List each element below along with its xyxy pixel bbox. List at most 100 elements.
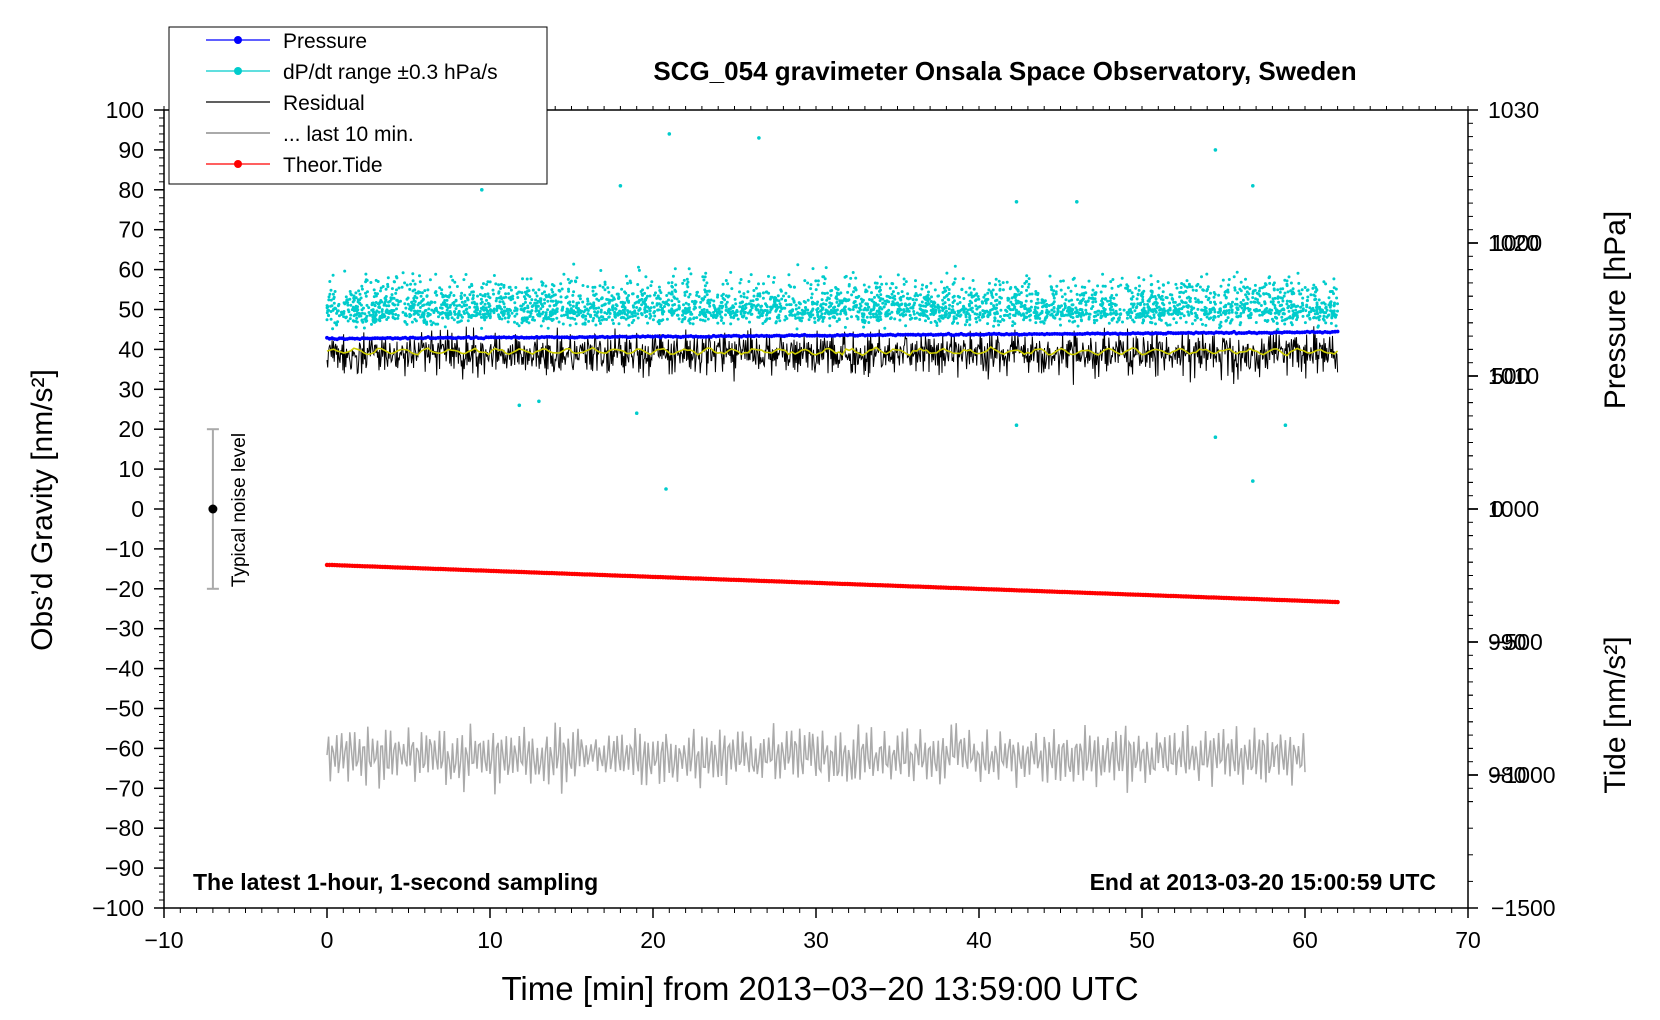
dpdt-point [1005,310,1009,313]
dpdt-point [974,304,978,308]
dpdt-point [1177,309,1181,313]
dpdt-point [951,308,955,312]
dpdt-point [912,312,916,316]
dpdt-point [998,288,1002,292]
dpdt-point [378,314,382,318]
dpdt-point [950,311,954,315]
dpdt-point [1182,291,1185,295]
dpdt-point [774,309,778,313]
dpdt-point [1306,295,1310,299]
dpdt-point [1147,308,1151,312]
dpdt-point [342,315,346,319]
dpdt-point [497,283,501,287]
dpdt-point [785,303,789,307]
dpdt-point [378,300,382,304]
dpdt-point [488,316,492,320]
dpdt-point [384,295,388,298]
dpdt-point [1273,315,1277,319]
dpdt-point [1263,300,1267,304]
dpdt-point [1067,319,1071,323]
dpdt-point [998,283,1002,287]
dpdt-point [748,320,751,324]
dpdt-point [1092,315,1096,318]
dpdt-point [1194,289,1198,292]
dpdt-point [1230,308,1234,312]
dpdt-point [539,297,543,301]
dpdt-point [619,310,623,313]
dpdt-point [838,299,842,303]
dpdt-point [692,302,696,306]
dpdt-point [420,291,424,295]
dpdt-point [1075,292,1079,296]
dpdt-point [902,277,906,281]
dpdt-point [1054,290,1058,294]
dpdt-point [1179,316,1183,320]
dpdt-point [597,306,601,310]
dpdt-point [1217,314,1220,318]
dpdt-point [522,295,526,299]
dpdt-point [804,306,807,310]
dpdt-point [1178,302,1182,306]
dpdt-point [1014,311,1018,315]
dpdt-point [684,301,688,305]
dpdt-point [1001,281,1005,285]
dpdt-point [1052,306,1056,310]
dpdt-point [778,302,782,306]
dpdt-point [1170,312,1173,316]
dpdt-point [878,305,882,309]
dpdt-point [809,315,813,319]
dpdt-point [1300,288,1304,292]
dpdt-point [459,313,463,317]
dpdt-point [932,300,936,304]
dpdt-point [948,313,952,317]
dpdt-point [479,315,483,319]
x-tick-label: 60 [1292,927,1318,953]
dpdt-point [682,303,685,307]
dpdt-point [392,280,396,284]
dpdt-point [797,301,801,305]
dpdt-point [665,300,668,304]
dpdt-point [829,304,833,308]
dpdt-point [1226,288,1230,292]
dpdt-point [1125,316,1129,320]
dpdt-point [645,310,649,313]
legend-label: Residual [283,92,365,115]
dpdt-point [473,305,477,309]
dpdt-point [1061,279,1065,283]
dpdt-point [856,315,860,319]
dpdt-point [360,308,364,312]
pressure-tick-label: 1020 [1488,230,1539,256]
y-tick-label: −50 [105,696,144,722]
dpdt-point [370,322,373,326]
dpdt-point [1025,288,1028,292]
dpdt-point [846,290,850,294]
dpdt-point [1161,290,1165,294]
dpdt-point [396,314,400,317]
dpdt-point [1242,310,1246,314]
dpdt-point [1328,290,1332,294]
dpdt-point [386,282,390,286]
dpdt-point [1151,295,1155,299]
dpdt-point [1008,312,1012,316]
dpdt-point [832,306,835,310]
dpdt-point [1330,316,1334,320]
dpdt-point [750,306,754,310]
dpdt-point [863,306,867,310]
dpdt-point [382,303,386,307]
dpdt-point [974,299,977,303]
dpdt-point [518,290,522,294]
dpdt-point [1157,286,1161,290]
dpdt-point [796,263,800,267]
dpdt-point [1013,292,1017,296]
dpdt-point [1304,309,1308,313]
dpdt-point [1303,286,1307,289]
dpdt-point [1168,323,1172,327]
dpdt-point [810,292,814,296]
dpdt-point [366,290,369,294]
dpdt-point [797,311,800,315]
dpdt-point [547,294,551,298]
dpdt-point [591,289,595,293]
dpdt-point [483,293,487,296]
dpdt-point [452,303,456,307]
noise-level-label: Typical noise level [229,433,250,587]
